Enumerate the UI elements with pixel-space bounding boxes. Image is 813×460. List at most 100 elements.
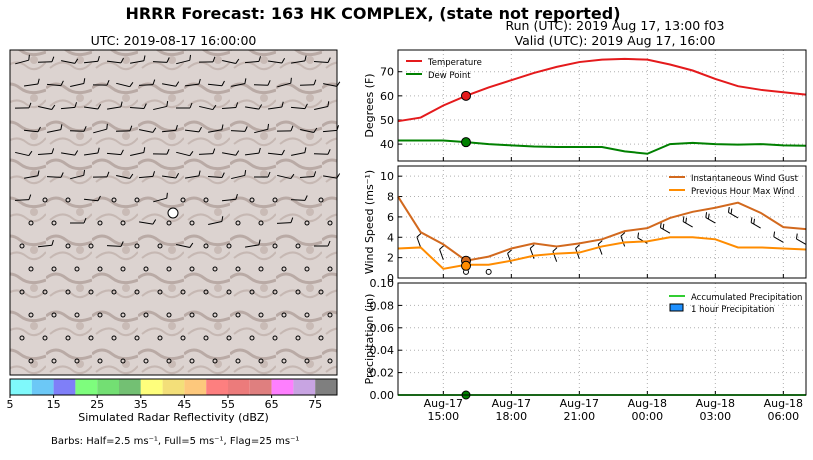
y-axis-label: Wind Speed (ms⁻¹) — [363, 170, 376, 274]
map-wind-barb — [139, 127, 157, 133]
colorbar-segment — [228, 379, 250, 395]
map-calm-marker — [203, 335, 209, 341]
map-calm-marker — [180, 335, 186, 341]
colorbar-segment — [140, 379, 163, 395]
series-line — [397, 57, 807, 123]
map-wind-barb — [116, 82, 134, 88]
map-wind-barb — [83, 195, 101, 202]
x-tick-label-time: 03:00 — [699, 410, 731, 423]
map-calm-marker — [42, 335, 48, 341]
map-wind-barb — [313, 57, 331, 63]
wind-barb — [795, 233, 807, 245]
panel-frame — [397, 165, 807, 279]
colorbar-segment — [293, 379, 316, 395]
map-calm-marker — [166, 266, 172, 272]
map-wind-barb — [208, 124, 224, 133]
map-calm-marker — [166, 312, 172, 318]
legend-swatch — [669, 303, 684, 312]
map-calm-marker — [19, 335, 25, 341]
wind-barb — [773, 231, 784, 243]
map-calm-marker — [97, 220, 103, 226]
map-wind-barb — [24, 170, 40, 179]
map-calm-marker — [97, 358, 103, 364]
map-calm-marker — [318, 289, 324, 295]
x-tick-labels: Aug-1715:00Aug-1718:00Aug-1721:00Aug-180… — [424, 397, 803, 423]
map-wind-barb — [221, 193, 238, 202]
map-calm-marker — [189, 220, 195, 226]
map-calm-marker — [120, 220, 126, 226]
map-calm-marker — [212, 312, 218, 318]
colorbar-segment — [97, 379, 119, 395]
map-calm-marker — [212, 358, 218, 364]
y-tick-label: 0.06 — [370, 322, 395, 335]
location-marker — [167, 207, 179, 219]
map-wind-barb — [267, 149, 285, 156]
map-calm-marker — [203, 289, 209, 295]
map-wind-barb — [106, 149, 124, 156]
map-calm-marker — [28, 358, 34, 364]
map-wind-barb — [138, 79, 156, 86]
x-tick-label-time: 06:00 — [767, 410, 799, 423]
map-wind-barb — [230, 126, 248, 132]
map-wind-barb — [231, 78, 247, 87]
map-calm-marker — [120, 312, 126, 318]
y-tick-label: 0.04 — [370, 344, 395, 357]
x-tick-label-date: Aug-18 — [696, 397, 735, 410]
map-calm-marker — [19, 243, 25, 249]
map-calm-marker — [65, 289, 71, 295]
x-tick-label-date: Aug-17 — [492, 397, 531, 410]
colorbar-tick-label: 5 — [7, 398, 14, 411]
map-calm-marker — [272, 289, 278, 295]
map-wind-barb — [161, 124, 178, 133]
legend-entry: Previous Hour Max Wind — [691, 187, 794, 197]
map-wind-barb — [69, 126, 87, 132]
map-calm-marker — [318, 197, 324, 203]
map-wind-barb — [176, 242, 194, 248]
map-calm-marker — [327, 220, 333, 226]
map-wind-barb — [15, 150, 33, 157]
colorbar-frame — [9, 378, 338, 396]
map-wind-barb — [207, 172, 225, 178]
map-wind-barb — [185, 170, 201, 179]
map-calm-marker — [235, 220, 241, 226]
colorbar-segment — [315, 379, 337, 395]
map-wind-barbs — [14, 54, 341, 364]
map-wind-barb — [70, 78, 86, 87]
map-wind-barb — [291, 147, 307, 156]
calm-wind-marker — [485, 268, 492, 275]
map-calm-marker — [281, 312, 287, 318]
map-wind-barb — [290, 103, 308, 110]
map-wind-barb — [61, 150, 79, 156]
map-calm-marker — [327, 312, 333, 318]
map-calm-marker — [88, 335, 94, 341]
wind-barb — [727, 207, 739, 219]
map-wind-barb — [83, 104, 102, 110]
map-calm-marker — [88, 289, 94, 295]
map-wind-barb — [23, 78, 40, 87]
map-wind-barb — [245, 239, 261, 248]
map-calm-marker — [295, 289, 301, 295]
wind-barb — [416, 233, 422, 248]
map-title: UTC: 2019-08-17 16:00:00 — [90, 33, 257, 48]
map-wind-barb — [83, 55, 100, 64]
map-wind-barb — [198, 56, 216, 63]
map-wind-barb — [107, 101, 123, 110]
x-tick-label-time: 18:00 — [495, 410, 527, 423]
map-calm-marker — [249, 335, 255, 341]
map-calm-marker — [258, 358, 264, 364]
map-calm-marker — [134, 289, 140, 295]
colorbar-segment — [206, 379, 228, 395]
map-wind-barb — [14, 102, 32, 109]
map-calm-marker — [189, 358, 195, 364]
legend-entry: 1 hour Precipitation — [691, 305, 774, 315]
map-calm-marker — [157, 243, 163, 249]
map-wind-barb — [253, 80, 271, 86]
map-wind-barb — [37, 148, 55, 155]
map-calm-marker — [258, 312, 264, 318]
y-tick-label: 0.08 — [370, 299, 395, 312]
map-calm-marker — [28, 220, 34, 226]
colorbar-tick-label: 45 — [177, 398, 191, 411]
colorbar-tick-label: 15 — [47, 398, 61, 411]
map-wind-barb — [184, 126, 202, 133]
